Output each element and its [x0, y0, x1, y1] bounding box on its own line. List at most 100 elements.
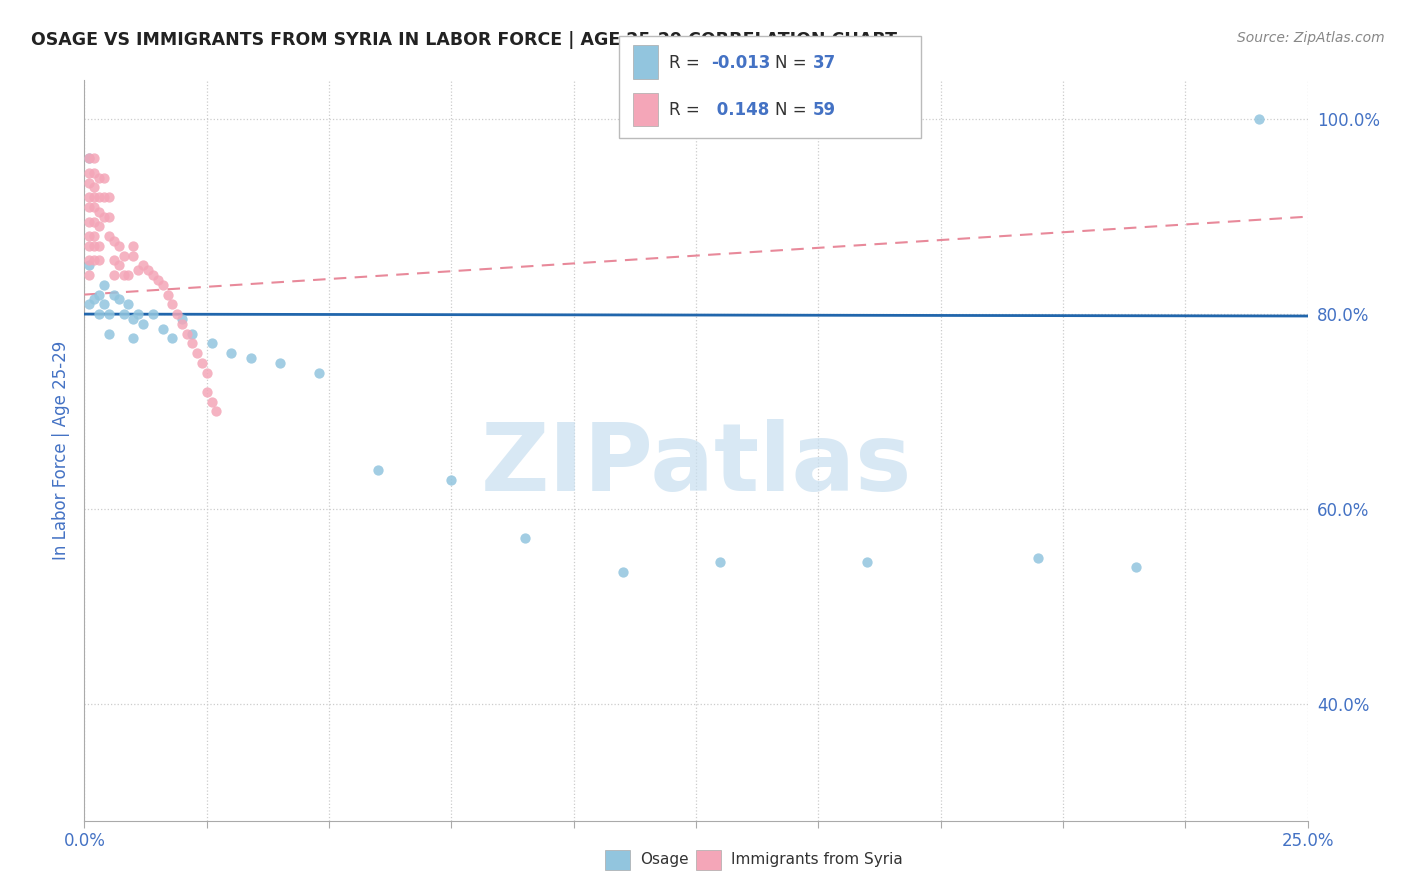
- Point: [112, 249, 135, 263]
- Point: [93, 210, 115, 224]
- Point: [612, 566, 634, 580]
- Point: [176, 326, 198, 341]
- Point: [93, 170, 115, 185]
- Text: Source: ZipAtlas.com: Source: ZipAtlas.com: [1237, 31, 1385, 45]
- Point: [142, 268, 165, 282]
- Point: [77, 151, 100, 165]
- Point: [117, 297, 139, 311]
- Point: [87, 219, 110, 234]
- Point: [87, 170, 110, 185]
- Point: [191, 356, 214, 370]
- Point: [156, 287, 179, 301]
- Point: [269, 356, 291, 370]
- Point: [87, 204, 110, 219]
- Point: [97, 210, 120, 224]
- Point: [77, 200, 100, 214]
- Point: [97, 190, 120, 204]
- Point: [172, 312, 194, 326]
- Point: [166, 307, 188, 321]
- Point: [87, 253, 110, 268]
- Point: [127, 263, 149, 277]
- Point: [77, 176, 100, 190]
- Text: 37: 37: [813, 54, 837, 72]
- Point: [83, 151, 105, 165]
- Point: [172, 317, 194, 331]
- Text: 59: 59: [813, 102, 835, 120]
- Point: [112, 307, 135, 321]
- Point: [107, 293, 129, 307]
- Point: [132, 317, 155, 331]
- Point: [77, 229, 100, 244]
- Point: [127, 307, 149, 321]
- Point: [181, 336, 204, 351]
- Point: [122, 239, 145, 253]
- Point: [103, 268, 125, 282]
- Point: [152, 321, 174, 335]
- Point: [367, 463, 389, 477]
- Point: [709, 556, 731, 570]
- Point: [162, 297, 184, 311]
- Point: [83, 253, 105, 268]
- Point: [200, 336, 222, 351]
- Point: [195, 366, 218, 380]
- Point: [93, 297, 115, 311]
- Point: [83, 180, 105, 194]
- Point: [97, 326, 120, 341]
- Point: [136, 263, 159, 277]
- Text: -0.013: -0.013: [711, 54, 770, 72]
- Point: [83, 200, 105, 214]
- Point: [1247, 112, 1270, 127]
- Point: [83, 239, 105, 253]
- Point: [77, 190, 100, 204]
- Point: [219, 346, 242, 360]
- Point: [83, 190, 105, 204]
- Point: [103, 234, 125, 248]
- Point: [162, 331, 184, 345]
- Point: [83, 229, 105, 244]
- Point: [97, 229, 120, 244]
- Point: [146, 273, 169, 287]
- Point: [77, 214, 100, 228]
- Point: [87, 239, 110, 253]
- Point: [83, 293, 105, 307]
- Point: [103, 253, 125, 268]
- Text: N =: N =: [775, 54, 811, 72]
- Point: [513, 531, 536, 545]
- Point: [87, 287, 110, 301]
- Text: ZIPatlas: ZIPatlas: [481, 419, 911, 511]
- Point: [856, 556, 879, 570]
- Point: [308, 366, 330, 380]
- Point: [122, 331, 145, 345]
- Point: [152, 277, 174, 292]
- Point: [93, 190, 115, 204]
- Point: [186, 346, 208, 360]
- Point: [107, 259, 129, 273]
- Point: [239, 351, 262, 365]
- Point: [122, 312, 145, 326]
- Point: [200, 394, 222, 409]
- Point: [122, 249, 145, 263]
- Point: [117, 268, 139, 282]
- Point: [142, 307, 165, 321]
- Point: [1125, 560, 1147, 574]
- Point: [77, 268, 100, 282]
- Point: [77, 151, 100, 165]
- Point: [103, 287, 125, 301]
- Point: [112, 268, 135, 282]
- Point: [107, 239, 129, 253]
- Point: [77, 253, 100, 268]
- Text: Osage: Osage: [640, 853, 689, 867]
- Point: [97, 307, 120, 321]
- Point: [77, 239, 100, 253]
- Text: 0.148: 0.148: [711, 102, 769, 120]
- Text: Immigrants from Syria: Immigrants from Syria: [731, 853, 903, 867]
- Text: R =: R =: [669, 102, 706, 120]
- Point: [87, 190, 110, 204]
- Text: N =: N =: [775, 102, 811, 120]
- Text: OSAGE VS IMMIGRANTS FROM SYRIA IN LABOR FORCE | AGE 25-29 CORRELATION CHART: OSAGE VS IMMIGRANTS FROM SYRIA IN LABOR …: [31, 31, 897, 49]
- Point: [83, 166, 105, 180]
- Point: [1028, 550, 1050, 565]
- Y-axis label: In Labor Force | Age 25-29: In Labor Force | Age 25-29: [52, 341, 70, 560]
- Point: [440, 473, 463, 487]
- Point: [132, 259, 155, 273]
